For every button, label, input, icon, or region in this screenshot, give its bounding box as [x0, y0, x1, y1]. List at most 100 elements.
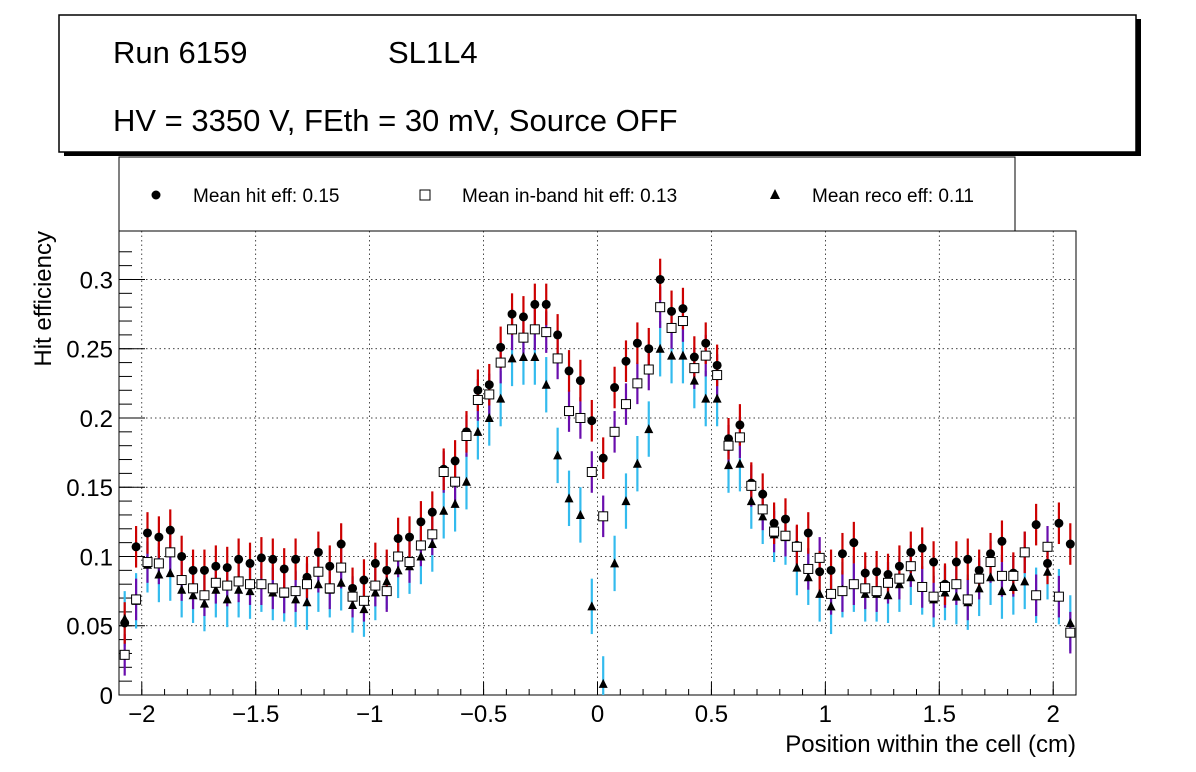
data-point-reco: [370, 587, 380, 597]
data-point-reco: [541, 379, 551, 389]
data-point-inband: [598, 511, 609, 522]
data-point-hit: [860, 568, 870, 578]
data-point-reco: [712, 393, 722, 403]
data-point-inband: [871, 586, 882, 597]
data-point-hit: [906, 547, 916, 557]
data-point-reco: [724, 460, 734, 470]
data-point-inband: [723, 440, 734, 451]
data-point-inband: [791, 541, 802, 552]
data-point-inband: [666, 322, 677, 333]
y-tick-label: 0.25: [66, 337, 113, 364]
data-point-reco: [826, 601, 836, 611]
data-point-reco: [507, 353, 517, 363]
data-point-reco: [974, 583, 984, 593]
data-point-hit: [313, 547, 323, 557]
data-point-reco: [120, 613, 130, 623]
data-point-inband: [1042, 541, 1053, 552]
data-point-hit: [997, 536, 1007, 546]
data-point-inband: [336, 562, 347, 573]
data-point-reco: [302, 597, 312, 607]
data-point-reco: [575, 509, 585, 519]
data-point-hit: [564, 366, 574, 376]
data-point-reco: [997, 586, 1007, 596]
x-tick-label: −2: [128, 701, 155, 728]
data-point-hit: [837, 549, 847, 559]
y-tick-label: 0.2: [80, 406, 113, 433]
data-point-reco: [393, 565, 403, 575]
data-point-hit: [199, 565, 209, 575]
data-point-reco: [1065, 617, 1075, 627]
data-point-inband: [222, 580, 233, 591]
data-point-reco: [883, 590, 893, 600]
data-point-reco: [359, 604, 369, 614]
data-point-inband: [484, 389, 495, 400]
data-point-hit: [678, 304, 688, 314]
data-point-inband: [370, 580, 381, 591]
data-point-inband: [404, 557, 415, 568]
data-point-hit: [803, 528, 813, 538]
conditions-label: HV = 3350 V, FEth = 30 mV, Source OFF: [113, 103, 678, 138]
data-point-reco: [496, 393, 506, 403]
data-point-inband: [894, 573, 905, 584]
data-point-inband: [677, 316, 688, 327]
data-point-hit: [177, 551, 187, 561]
x-tick-label: −1: [356, 701, 383, 728]
data-point-inband: [564, 406, 575, 417]
data-point-hit: [416, 517, 426, 527]
x-tick-label: 1.5: [923, 701, 956, 728]
data-point-reco: [336, 577, 346, 587]
data-point-inband: [415, 540, 426, 551]
data-point-hit: [872, 567, 882, 577]
data-point-inband: [1065, 627, 1076, 638]
data-point-reco: [667, 350, 677, 360]
data-point-inband: [609, 426, 620, 437]
data-point-inband: [905, 561, 916, 572]
data-point-inband: [507, 324, 518, 335]
data-point-inband: [962, 594, 973, 605]
data-point-inband: [324, 583, 335, 594]
data-point-inband: [450, 476, 461, 487]
data-point-hit: [291, 554, 301, 564]
data-point-inband: [495, 357, 506, 368]
data-point-inband: [256, 579, 267, 590]
data-point-hit: [644, 344, 654, 354]
y-tick-label: 0.1: [80, 544, 113, 571]
data-point-reco: [792, 562, 802, 572]
data-point-hit: [598, 453, 608, 463]
data-point-reco: [655, 343, 665, 353]
data-point-inband: [985, 557, 996, 568]
data-point-hit: [632, 338, 642, 348]
data-point-inband: [643, 364, 654, 375]
data-point-hit: [1054, 518, 1064, 528]
data-point-reco: [416, 551, 426, 561]
data-point-inband: [245, 579, 256, 590]
data-point-hit: [393, 533, 403, 543]
data-point-inband: [689, 363, 700, 374]
data-point-hit: [268, 554, 278, 564]
data-point-inband: [279, 587, 290, 598]
data-point-inband: [746, 480, 757, 491]
data-point-hit: [450, 456, 460, 466]
legend-hit-marker: [151, 190, 161, 200]
data-point-hit: [507, 309, 517, 319]
legend-reco-marker: [770, 189, 780, 199]
data-point-hit: [473, 385, 483, 395]
data-point-hit: [917, 543, 927, 553]
data-point-reco: [1008, 581, 1018, 591]
data-point-reco: [348, 599, 358, 609]
x-tick-label: 1: [819, 701, 832, 728]
data-point-inband: [142, 557, 153, 568]
data-point-reco: [484, 412, 494, 422]
data-point-reco: [860, 588, 870, 598]
data-point-hit: [325, 561, 335, 571]
data-point-inband: [1031, 590, 1042, 601]
data-point-reco: [245, 586, 255, 596]
data-point-reco: [427, 539, 437, 549]
data-point-inband: [734, 432, 745, 443]
data-point-hit: [769, 518, 779, 528]
data-point-inband: [233, 576, 244, 587]
data-point-inband: [347, 591, 358, 602]
data-point-inband: [1053, 591, 1064, 602]
data-point-hit: [222, 563, 232, 573]
data-point-hit: [279, 564, 289, 574]
